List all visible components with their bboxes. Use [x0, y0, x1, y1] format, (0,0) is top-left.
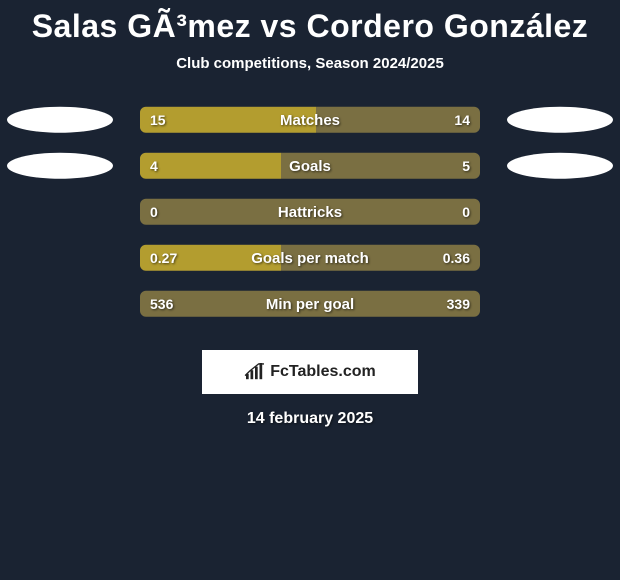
player-ellipse-left — [7, 107, 113, 133]
stat-label: Goals — [140, 153, 480, 179]
page-title: Salas GÃ³mez vs Cordero González — [0, 0, 620, 45]
stat-row: 0Hattricks0 — [0, 194, 620, 240]
stat-row: 536Min per goal339 — [0, 286, 620, 332]
stat-right-value: 5 — [462, 153, 470, 179]
subtitle: Club competitions, Season 2024/2025 — [0, 55, 620, 72]
brand-text: FcTables.com — [270, 363, 376, 381]
stat-row: 4Goals5 — [0, 148, 620, 194]
stat-bar: 536Min per goal339 — [140, 291, 480, 317]
stat-label: Matches — [140, 107, 480, 133]
player-ellipse-right — [507, 153, 613, 179]
stats-rows: 15Matches14 4Goals5 0Hattricks0 0.27Goals p… — [0, 102, 620, 332]
stat-label: Goals per match — [140, 245, 480, 271]
stat-row: 15Matches14 — [0, 102, 620, 148]
stat-right-value: 339 — [447, 291, 470, 317]
stat-right-value: 0 — [462, 199, 470, 225]
stat-bar: 4Goals5 — [140, 153, 480, 179]
stat-right-value: 14 — [454, 107, 470, 133]
stat-bar: 0.27Goals per match0.36 — [140, 245, 480, 271]
stat-bar: 15Matches14 — [140, 107, 480, 133]
stat-label: Hattricks — [140, 199, 480, 225]
player-ellipse-left — [7, 153, 113, 179]
stat-label: Min per goal — [140, 291, 480, 317]
date-text: 14 february 2025 — [0, 410, 620, 428]
player-ellipse-right — [507, 107, 613, 133]
stat-bar: 0Hattricks0 — [140, 199, 480, 225]
brand-box[interactable]: FcTables.com — [202, 350, 418, 394]
stat-right-value: 0.36 — [443, 245, 470, 271]
stat-row: 0.27Goals per match0.36 — [0, 240, 620, 286]
chart-icon — [244, 363, 266, 381]
